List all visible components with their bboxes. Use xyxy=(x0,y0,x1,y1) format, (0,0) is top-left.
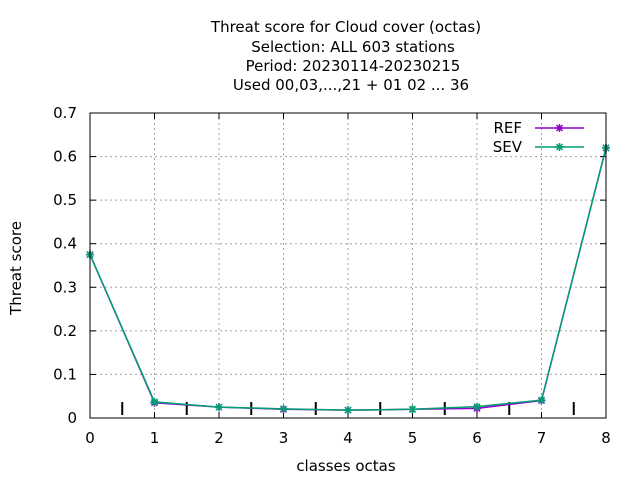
chart-title-line-2: Selection: ALL 603 stations xyxy=(251,38,455,56)
data-point-sev xyxy=(537,396,546,405)
chart-title: Threat score for Cloud cover (octas) Sel… xyxy=(210,18,481,94)
x-tick-label: 1 xyxy=(150,429,160,447)
legend-marker-sev-dot xyxy=(557,144,562,150)
x-tick-label: 5 xyxy=(408,429,418,447)
y-axis-label: Threat score xyxy=(7,221,25,316)
x-tick-label: 0 xyxy=(85,429,95,447)
x-tick-label: 3 xyxy=(279,429,289,447)
data-point-sev xyxy=(215,403,223,412)
y-tick-label: 0.7 xyxy=(53,104,77,122)
data-point-sev-dot xyxy=(152,399,157,405)
chart-title-line-1: Threat score for Cloud cover (octas) xyxy=(210,18,481,36)
legend-marker-ref xyxy=(555,124,564,132)
data-point-sev xyxy=(150,397,159,406)
x-axis-label: classes octas xyxy=(296,457,396,475)
y-tick-label: 0.1 xyxy=(53,365,77,383)
x-tick-label: 7 xyxy=(537,429,547,447)
chart-title-line-4: Used 00,03,...,21 + 01 02 ... 36 xyxy=(233,76,469,94)
data-point-sev-dot xyxy=(539,397,544,403)
x-tick-label: 8 xyxy=(601,429,611,447)
y-tick-label: 0.6 xyxy=(53,148,77,166)
x-tick-label: 4 xyxy=(343,429,353,447)
y-tick-label: 0.2 xyxy=(53,322,77,340)
data-point-sev-dot xyxy=(281,406,286,412)
data-point-sev xyxy=(344,406,352,415)
legend-label-sev: SEV xyxy=(493,138,523,156)
data-point-sev-dot xyxy=(216,404,222,410)
y-tick-label: 0 xyxy=(67,409,77,427)
data-point-sev-dot xyxy=(345,407,351,413)
axis-ticks: 0 1 2 3 4 5 6 7 8 0 0.1 0.2 0.3 0.4 0.5 0.6 0.7 xyxy=(53,104,611,447)
y-tick-label: 0.4 xyxy=(53,235,77,253)
grid xyxy=(90,113,606,418)
x-tick-label: 2 xyxy=(214,429,224,447)
data-point-sev xyxy=(408,405,417,414)
data-point-sev-dot xyxy=(474,404,480,409)
legend-marker-ref-dot xyxy=(557,125,562,131)
chart-title-line-3: Period: 20230114-20230215 xyxy=(246,57,461,75)
legend-marker-sev xyxy=(555,143,564,151)
data-point-sev xyxy=(279,404,288,413)
y-tick-label: 0.5 xyxy=(53,191,77,209)
plot-frame xyxy=(89,112,607,419)
legend-label-ref: REF xyxy=(493,119,522,137)
x-tick-label: 6 xyxy=(472,429,482,447)
y-tick-label: 0.3 xyxy=(53,278,77,296)
data-point-sev-dot xyxy=(410,407,415,412)
data-point-sev xyxy=(473,402,481,411)
